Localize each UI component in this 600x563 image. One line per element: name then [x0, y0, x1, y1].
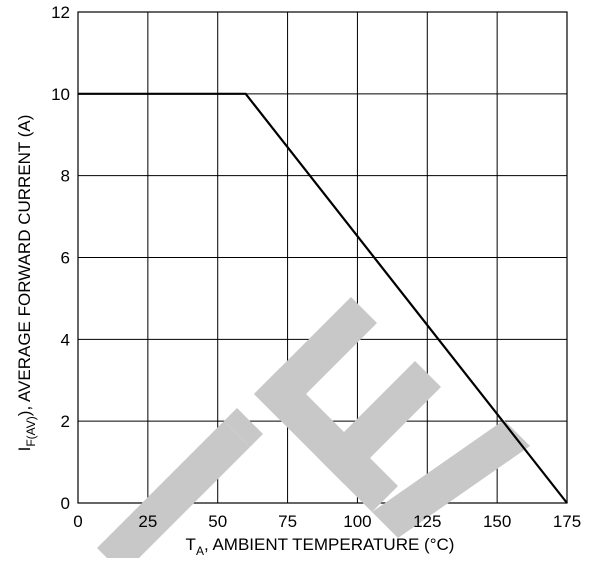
y-tick-label: 10 — [51, 85, 70, 104]
watermark-logo — [97, 297, 530, 558]
x-tick-label: 50 — [208, 512, 227, 531]
y-tick-label: 8 — [61, 167, 70, 186]
y-tick-label: 12 — [51, 3, 70, 22]
watermark-stroke — [318, 361, 441, 484]
y-tick-label: 2 — [61, 412, 70, 431]
x-tick-label: 125 — [413, 512, 441, 531]
x-tick-label: 100 — [343, 512, 371, 531]
x-tick-label: 0 — [73, 512, 82, 531]
y-tick-label: 6 — [61, 249, 70, 268]
y-tick-label: 0 — [61, 494, 70, 513]
x-tick-label: 25 — [138, 512, 157, 531]
x-tick-label: 75 — [278, 512, 297, 531]
y-axis-title: IF(AV)), AVERAGE FORWARD CURRENT (A) — [15, 115, 38, 452]
x-axis-title: TA, AMBIENT TEMPERATURE (°C) — [186, 535, 455, 558]
y-tick-label: 4 — [61, 330, 70, 349]
x-tick-label: 175 — [553, 512, 581, 531]
x-tick-label: 150 — [483, 512, 511, 531]
